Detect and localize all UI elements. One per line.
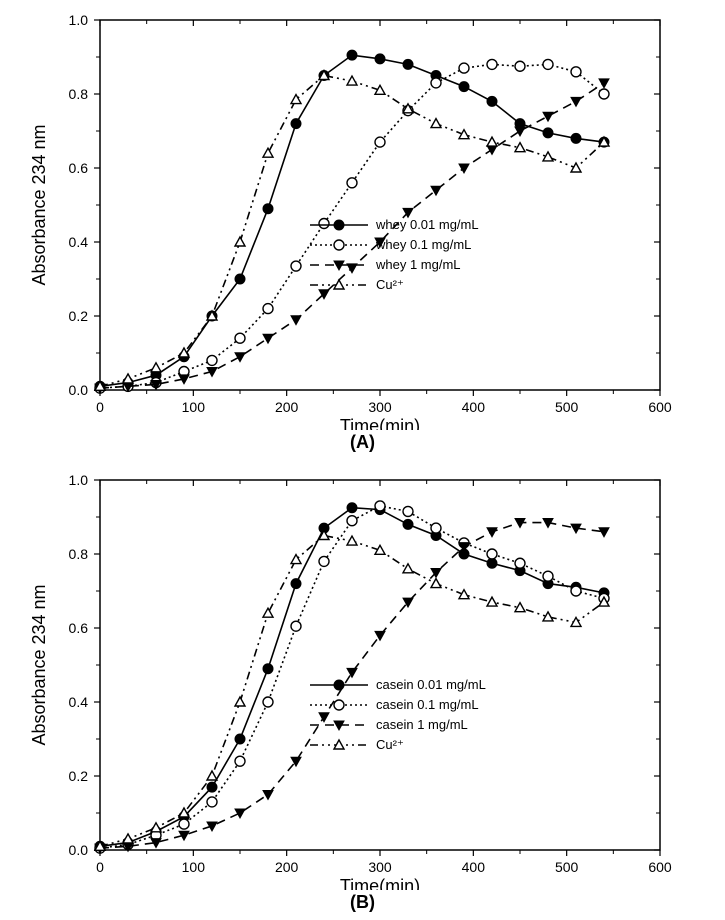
svg-text:0.8: 0.8 [69, 86, 89, 102]
svg-text:Cu²⁺: Cu²⁺ [376, 737, 404, 752]
svg-text:0.0: 0.0 [69, 842, 89, 858]
svg-text:0.2: 0.2 [69, 308, 89, 324]
svg-text:whey 1 mg/mL: whey 1 mg/mL [375, 257, 461, 272]
svg-text:0: 0 [96, 399, 104, 415]
svg-text:400: 400 [462, 859, 486, 875]
svg-text:1.0: 1.0 [69, 12, 89, 28]
svg-text:100: 100 [182, 399, 206, 415]
svg-text:Absorbance 234 nm: Absorbance 234 nm [29, 124, 49, 285]
panel-b-label: (B) [0, 892, 725, 913]
svg-text:1.0: 1.0 [69, 472, 89, 488]
svg-text:0.6: 0.6 [69, 620, 89, 636]
svg-text:600: 600 [648, 399, 672, 415]
panel-b: 0 100 200 300 400 500 600 0.0 0.2 0.4 0.6 0.8 1.0 Tim… [0, 460, 725, 920]
svg-text:casein 1 mg/mL: casein 1 mg/mL [376, 717, 468, 732]
svg-text:600: 600 [648, 859, 672, 875]
svg-text:casein 0.01 mg/mL: casein 0.01 mg/mL [376, 677, 486, 692]
svg-text:500: 500 [555, 859, 579, 875]
svg-text:0: 0 [96, 859, 104, 875]
svg-text:200: 200 [275, 859, 299, 875]
svg-text:casein 0.1 mg/mL: casein 0.1 mg/mL [376, 697, 479, 712]
panel-a: 0 100 200 300 400 500 600 0.0 0.2 0.4 0.6 0.8 1.0 Tim… [0, 0, 725, 460]
svg-text:200: 200 [275, 399, 299, 415]
svg-text:300: 300 [368, 399, 392, 415]
svg-text:Absorbance 234 nm: Absorbance 234 nm [29, 584, 49, 745]
svg-text:Cu²⁺: Cu²⁺ [376, 277, 404, 292]
figure: 0 100 200 300 400 500 600 0.0 0.2 0.4 0.6 0.8 1.0 Tim… [0, 0, 725, 920]
svg-text:0.0: 0.0 [69, 382, 89, 398]
svg-text:0.6: 0.6 [69, 160, 89, 176]
svg-text:500: 500 [555, 399, 579, 415]
svg-text:0.4: 0.4 [69, 234, 89, 250]
svg-text:400: 400 [462, 399, 486, 415]
svg-text:whey 0.01 mg/mL: whey 0.01 mg/mL [375, 217, 479, 232]
svg-text:Time(min): Time(min) [340, 416, 420, 430]
svg-text:0.4: 0.4 [69, 694, 89, 710]
svg-text:300: 300 [368, 859, 392, 875]
svg-text:Time(min): Time(min) [340, 876, 420, 890]
chart-b: 0 100 200 300 400 500 600 0.0 0.2 0.4 0.6 0.8 1.0 Tim… [0, 460, 725, 890]
svg-text:whey 0.1 mg/mL: whey 0.1 mg/mL [375, 237, 471, 252]
panel-a-label: (A) [0, 432, 725, 453]
svg-text:0.8: 0.8 [69, 546, 89, 562]
chart-a: 0 100 200 300 400 500 600 0.0 0.2 0.4 0.6 0.8 1.0 Tim… [0, 0, 725, 430]
svg-text:0.2: 0.2 [69, 768, 89, 784]
svg-text:100: 100 [182, 859, 206, 875]
